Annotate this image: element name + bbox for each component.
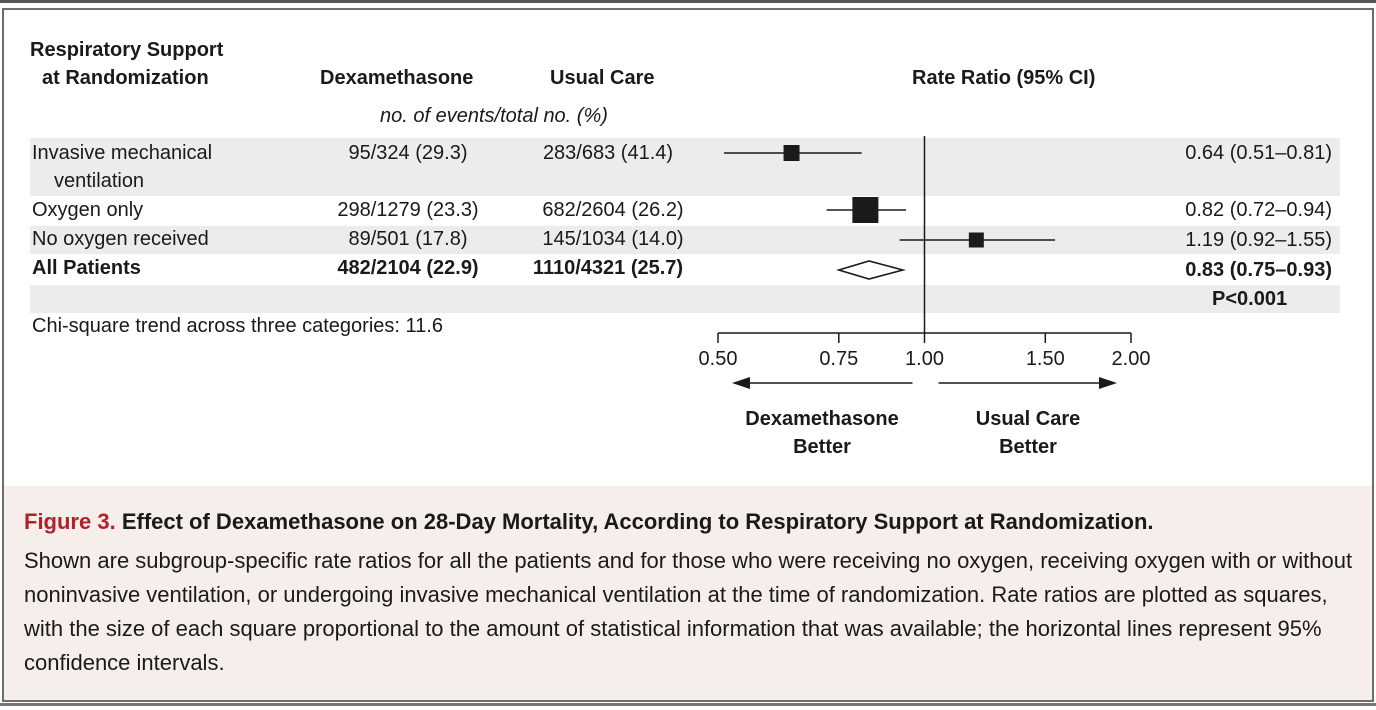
- row-label-continued: ventilation: [54, 170, 145, 192]
- x-axis-tick-label: 0.50: [699, 348, 738, 370]
- estimate-square: [783, 145, 800, 161]
- header-subgroup-line1: Respiratory Support: [30, 39, 224, 61]
- dexamethasone-better-label-line2: Better: [793, 436, 851, 458]
- usual-care-better-label: Usual Care: [975, 408, 1081, 430]
- figure-caption: Figure 3. Effect of Dexamethasone on 28-…: [2, 486, 1374, 702]
- row-usual-care-value: 283/683 (41.4): [542, 142, 674, 164]
- row-rate-ratio-text: 0.64 (0.51–0.81): [1185, 142, 1332, 164]
- row-rate-ratio-text: 1.19 (0.92–1.55): [1185, 229, 1332, 251]
- header-dexamethasone: Dexamethasone: [320, 67, 474, 89]
- row-dexamethasone-value: 482/2104 (22.9): [337, 257, 479, 279]
- row-rate-ratio-text: 0.83 (0.75–0.93): [1185, 259, 1332, 281]
- header-usual-care: Usual Care: [550, 67, 655, 89]
- row-band-p-value: [30, 285, 1340, 313]
- row-usual-care-value: 682/2604 (26.2): [542, 199, 684, 221]
- row-dexamethasone-value: 298/1279 (23.3): [337, 199, 479, 221]
- x-axis-tick-label: 1.50: [1026, 348, 1065, 370]
- row-label: Invasive mechanical: [32, 142, 213, 164]
- row-label-all-patients: All Patients: [32, 257, 141, 279]
- left-arrow-head: [732, 377, 750, 389]
- estimate-square: [852, 197, 879, 223]
- estimate-square: [968, 232, 984, 248]
- row-dexamethasone-value: 89/501 (17.8): [348, 228, 468, 250]
- caption-body: Shown are subgroup-specific rate ratios …: [24, 548, 1353, 675]
- dexamethasone-better-label: Dexamethasone: [745, 408, 899, 430]
- x-axis-tick-label: 1.00: [905, 348, 944, 370]
- header-rate-ratio: Rate Ratio (95% CI): [912, 67, 1096, 89]
- top-rule: [0, 0, 1376, 3]
- row-usual-care-value: 145/1034 (14.0): [542, 228, 684, 250]
- row-label: No oxygen received: [32, 228, 209, 250]
- caption-title-line: Figure 3. Effect of Dexamethasone on 28-…: [24, 508, 1154, 536]
- usual-care-better-label-line2: Better: [999, 436, 1057, 458]
- x-axis-tick-label: 0.75: [819, 348, 858, 370]
- right-arrow-head: [1099, 377, 1117, 389]
- row-band-invasive: [30, 138, 1340, 196]
- forest-plot: 0.50 0.75 1.00 1.50 2.00: [699, 136, 1151, 389]
- bottom-rule: [0, 703, 1376, 706]
- header-subgroup-line2: at Randomization: [42, 67, 209, 89]
- header-units: no. of events/total no. (%): [380, 105, 608, 127]
- overall-estimate-diamond: [835, 260, 906, 280]
- caption-title: Effect of Dexamethasone on 28-Day Mortal…: [121, 509, 1154, 534]
- row-dexamethasone-value: 95/324 (29.3): [348, 142, 468, 164]
- row-band-no-oxygen: [30, 226, 1340, 254]
- caption-label: Figure 3.: [24, 509, 116, 534]
- p-value: P<0.001: [1212, 288, 1288, 310]
- x-axis-tick-label: 2.00: [1112, 348, 1151, 370]
- row-label: Oxygen only: [32, 199, 144, 221]
- chi-square-footnote: Chi-square trend across three categories…: [32, 315, 443, 337]
- row-rate-ratio-text: 0.82 (0.72–0.94): [1185, 199, 1332, 221]
- row-usual-care-value: 1110/4321 (25.7): [532, 257, 684, 279]
